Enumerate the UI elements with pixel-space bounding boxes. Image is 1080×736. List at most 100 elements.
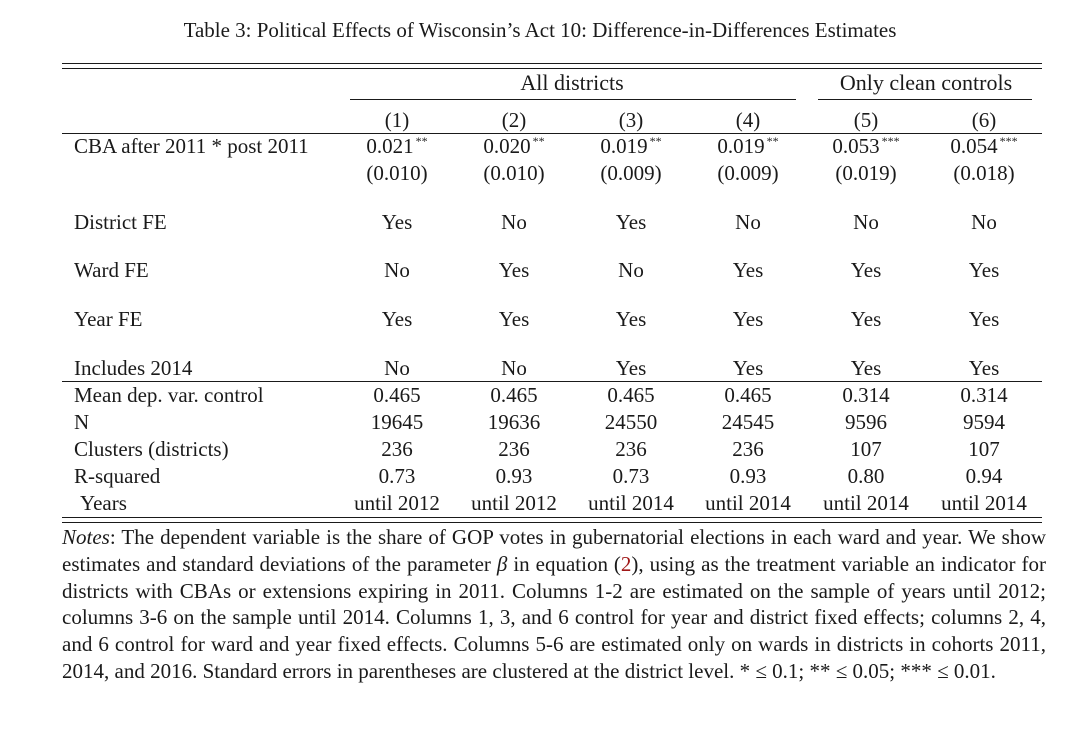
stat-value: until 2014 — [823, 491, 909, 515]
coef-value: 0.020 ** — [483, 134, 545, 158]
significance-stars: *** — [999, 134, 1018, 148]
stat-value: until 2012 — [354, 491, 440, 515]
column-number: (2) — [501, 108, 527, 132]
group-rule-all — [350, 99, 796, 100]
row-label: Includes 2014 — [74, 356, 193, 380]
row-label: District FE — [74, 210, 167, 234]
significance-stars: *** — [881, 134, 900, 148]
column-number: (5) — [853, 108, 879, 132]
fe-indicator: No — [618, 258, 644, 282]
standard-error: (0.018) — [953, 161, 1015, 185]
stat-value: 0.93 — [729, 464, 767, 488]
stat-value: 236 — [381, 437, 413, 461]
standard-error: (0.010) — [483, 161, 545, 185]
fe-indicator: Yes — [381, 307, 413, 331]
stat-value: until 2014 — [705, 491, 791, 515]
fe-indicator: No — [501, 356, 527, 380]
stat-value: 9594 — [963, 410, 1005, 434]
stat-value: 24550 — [604, 410, 658, 434]
standard-error: (0.019) — [835, 161, 897, 185]
stat-value: 24545 — [721, 410, 775, 434]
fe-indicator: No — [853, 210, 879, 234]
stat-value: 0.94 — [965, 464, 1003, 488]
notes-text-1: : The dependent variable is the share of… — [62, 525, 1046, 576]
stat-value: 107 — [968, 437, 1000, 461]
significance-stars: ** — [766, 134, 779, 148]
coef-value: 0.021 ** — [366, 134, 428, 158]
fe-indicator: Yes — [732, 307, 764, 331]
fe-indicator: Yes — [615, 210, 647, 234]
row-label: Year FE — [74, 307, 143, 331]
fe-indicator: No — [384, 356, 410, 380]
significance-stars: ** — [649, 134, 662, 148]
fe-indicator: Yes — [850, 307, 882, 331]
coef-value: 0.019 ** — [717, 134, 779, 158]
fe-indicator: Yes — [968, 307, 1000, 331]
row-label: Ward FE — [74, 258, 149, 282]
top-rule-1 — [62, 63, 1042, 64]
group-header-all-districts: All districts — [520, 70, 624, 95]
fe-indicator: Yes — [850, 258, 882, 282]
row-label: N — [74, 410, 90, 434]
stats-rule — [62, 381, 1042, 382]
fe-indicator: No — [384, 258, 410, 282]
stat-value: 107 — [850, 437, 882, 461]
stat-value: 0.465 — [724, 383, 772, 407]
standard-error: (0.009) — [717, 161, 779, 185]
stat-value: until 2012 — [471, 491, 557, 515]
fe-indicator: Yes — [732, 258, 764, 282]
fe-indicator: Yes — [498, 258, 530, 282]
fe-indicator: No — [735, 210, 761, 234]
stat-value: 236 — [498, 437, 530, 461]
bottom-rule-2 — [62, 522, 1042, 523]
fe-indicator: Yes — [968, 258, 1000, 282]
stat-value: 0.465 — [373, 383, 421, 407]
column-number: (4) — [735, 108, 761, 132]
stat-value: 9596 — [845, 410, 887, 434]
stat-value: 0.73 — [612, 464, 650, 488]
stat-value: 19645 — [370, 410, 424, 434]
fe-indicator: No — [971, 210, 997, 234]
coef-value: 0.019 ** — [600, 134, 662, 158]
stat-value: 0.465 — [490, 383, 538, 407]
fe-indicator: Yes — [381, 210, 413, 234]
standard-error: (0.009) — [600, 161, 662, 185]
fe-indicator: Yes — [850, 356, 882, 380]
stat-value: 0.465 — [607, 383, 655, 407]
stat-value: 236 — [732, 437, 764, 461]
stat-value: 236 — [615, 437, 647, 461]
stat-value: until 2014 — [941, 491, 1027, 515]
notes-lead: Notes — [62, 525, 110, 549]
stat-value: 0.93 — [495, 464, 533, 488]
row-label: R-squared — [74, 464, 161, 488]
group-header-clean-controls: Only clean controls — [839, 70, 1013, 95]
table-caption: Table 3: Political Effects of Wisconsin’… — [183, 18, 897, 42]
group-rule-clean — [818, 99, 1032, 100]
column-number: (1) — [384, 108, 410, 132]
fe-indicator: Yes — [968, 356, 1000, 380]
stat-value: 0.314 — [960, 383, 1008, 407]
notes-beta: β — [496, 551, 508, 576]
stat-value: until 2014 — [588, 491, 674, 515]
stat-value: 19636 — [487, 410, 541, 434]
row-label: CBA after 2011 * post 2011 — [74, 134, 309, 158]
row-label: Years — [80, 491, 127, 515]
column-number: (3) — [618, 108, 644, 132]
header-rule — [62, 133, 1042, 134]
notes-text-2: in equation ( — [507, 551, 621, 576]
coef-value: 0.054 *** — [950, 134, 1018, 158]
row-label: Mean dep. var. control — [74, 383, 264, 407]
row-label: Clusters (districts) — [74, 437, 229, 461]
coef-value: 0.053 *** — [832, 134, 900, 158]
notes-text-3: ), using as the treatment variable an in… — [62, 551, 1047, 683]
column-number: (6) — [971, 108, 997, 132]
significance-stars: ** — [532, 134, 545, 148]
fe-indicator: Yes — [732, 356, 764, 380]
table-notes: Notes: The dependent variable is the sha… — [62, 524, 1046, 685]
stat-value: 0.80 — [847, 464, 885, 488]
fe-indicator: Yes — [498, 307, 530, 331]
stat-value: 0.73 — [378, 464, 416, 488]
stat-value: 0.314 — [842, 383, 890, 407]
bottom-rule-1 — [62, 517, 1042, 518]
equation-reference-link[interactable]: 2 — [620, 551, 632, 576]
